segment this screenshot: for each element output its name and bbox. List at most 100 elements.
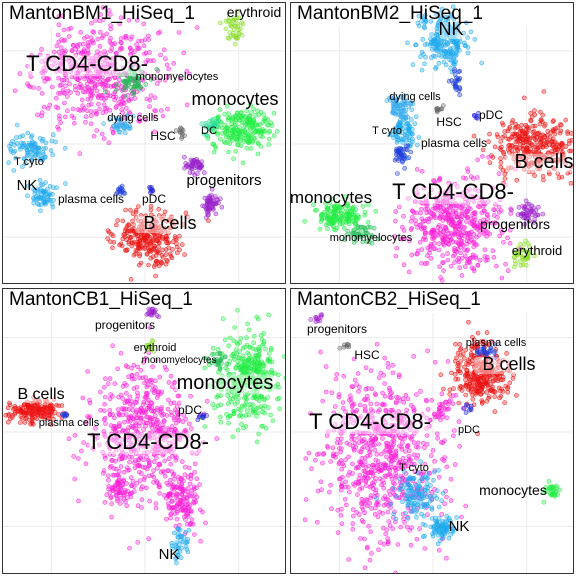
data-point — [474, 242, 478, 246]
data-point — [180, 132, 184, 136]
data-point — [89, 122, 93, 126]
data-point — [492, 208, 496, 212]
data-point — [132, 417, 136, 421]
data-point — [181, 497, 185, 501]
data-point — [89, 114, 93, 118]
data-point — [569, 181, 573, 185]
data-point — [176, 502, 180, 506]
data-point — [533, 134, 537, 138]
data-point — [391, 363, 395, 367]
data-point — [276, 373, 280, 377]
data-point — [203, 366, 207, 370]
data-point — [499, 140, 503, 144]
data-point — [153, 414, 157, 418]
cluster-label-group: erythroid — [512, 243, 563, 258]
data-point — [446, 41, 450, 45]
data-point — [151, 421, 155, 425]
data-point — [124, 106, 128, 110]
data-point — [415, 537, 419, 541]
data-point — [554, 146, 558, 150]
data-point — [431, 448, 435, 452]
data-point — [266, 118, 270, 122]
data-point — [81, 104, 85, 108]
data-point — [446, 359, 450, 363]
data-point — [236, 308, 240, 312]
data-point — [89, 110, 93, 114]
data-point — [167, 241, 171, 245]
data-point — [439, 50, 443, 54]
data-point — [119, 97, 123, 101]
data-point — [451, 434, 455, 438]
data-point — [446, 252, 450, 256]
data-point — [427, 220, 431, 224]
data-point — [434, 65, 438, 69]
data-point — [493, 145, 497, 149]
data-point — [247, 366, 251, 370]
data-point — [71, 107, 75, 111]
data-point — [94, 112, 98, 116]
data-point — [393, 466, 397, 470]
data-point — [88, 401, 92, 405]
data-point — [224, 27, 228, 31]
data-point — [193, 470, 197, 474]
data-point — [466, 170, 470, 174]
data-point — [32, 201, 36, 205]
data-point — [30, 413, 34, 417]
data-point — [193, 462, 197, 466]
data-point — [499, 165, 503, 169]
cluster-label-group: progenitors — [186, 172, 261, 189]
data-point — [145, 455, 149, 459]
cluster-plasma-cells — [447, 67, 462, 97]
data-point — [303, 219, 307, 223]
data-point — [13, 149, 17, 153]
data-point — [131, 212, 135, 216]
data-point — [355, 493, 359, 497]
data-point — [267, 352, 271, 356]
data-point — [187, 509, 191, 513]
data-point — [455, 80, 459, 84]
data-point — [375, 501, 379, 505]
data-point — [504, 262, 508, 266]
data-point — [124, 391, 128, 395]
data-point — [395, 246, 399, 250]
data-point — [498, 234, 502, 238]
data-point — [458, 222, 462, 226]
data-point — [523, 205, 527, 209]
data-point — [165, 258, 169, 262]
data-point — [416, 441, 420, 445]
data-point — [113, 76, 117, 80]
scatter-plot-cb1: T CD4-CD8-NKmonocytesmonomyelocyteseryth… — [3, 289, 286, 574]
data-point — [81, 108, 85, 112]
data-point — [95, 129, 99, 133]
data-point — [226, 140, 230, 144]
data-point — [144, 486, 148, 490]
data-point — [149, 208, 153, 212]
data-point — [140, 498, 144, 502]
data-point — [131, 219, 135, 223]
data-point — [469, 217, 473, 221]
data-point — [147, 311, 151, 315]
data-point — [25, 416, 29, 420]
data-point — [101, 34, 105, 38]
data-point — [113, 382, 117, 386]
data-point — [24, 408, 28, 412]
data-point — [109, 495, 113, 499]
data-point — [382, 481, 386, 485]
data-point — [195, 477, 199, 481]
cluster-label: monomyelocytes — [141, 355, 216, 366]
data-point — [123, 248, 127, 252]
data-point — [363, 210, 367, 214]
data-point — [182, 487, 186, 491]
data-point — [63, 146, 67, 150]
data-point — [500, 276, 504, 280]
data-point — [227, 112, 231, 116]
data-point — [253, 396, 257, 400]
data-point — [420, 68, 424, 72]
data-point — [247, 328, 251, 332]
data-point — [363, 226, 367, 230]
data-point — [228, 336, 232, 340]
data-point — [370, 387, 374, 391]
data-point — [249, 146, 253, 150]
data-point — [201, 204, 205, 208]
data-point — [242, 139, 246, 143]
